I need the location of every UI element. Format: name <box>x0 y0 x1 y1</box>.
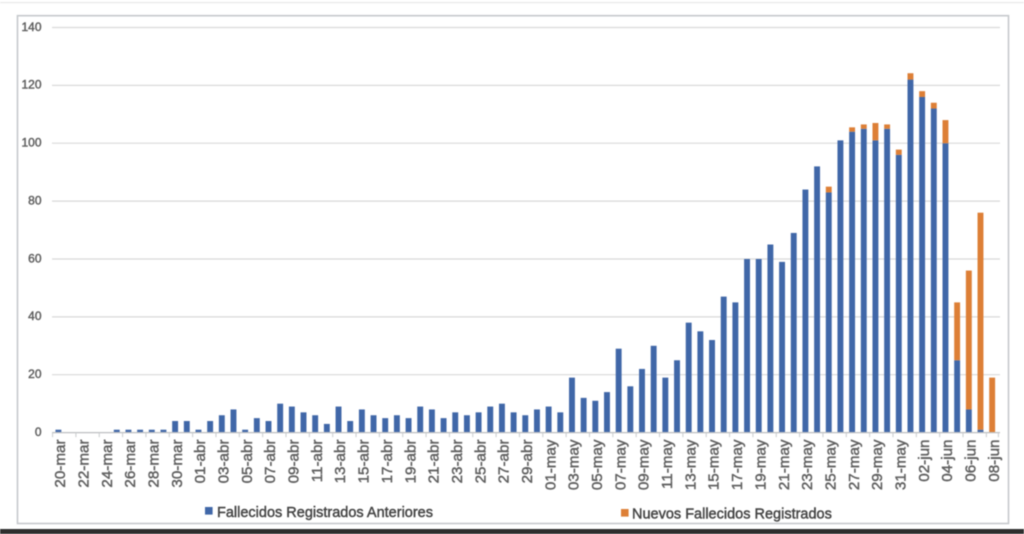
svg-text:60: 60 <box>28 251 42 265</box>
svg-text:11-may: 11-may <box>659 439 676 489</box>
svg-text:04-jun: 04-jun <box>939 440 956 482</box>
svg-text:0: 0 <box>35 425 42 439</box>
svg-text:01-abr: 01-abr <box>192 440 209 484</box>
svg-text:15-abr: 15-abr <box>356 440 373 484</box>
svg-text:17-may: 17-may <box>729 439 746 490</box>
svg-text:15-may: 15-may <box>706 439 723 490</box>
svg-text:05-may: 05-may <box>589 439 606 490</box>
svg-text:13-abr: 13-abr <box>332 440 349 484</box>
svg-text:13-may: 13-may <box>682 439 699 490</box>
svg-text:140: 140 <box>21 20 41 34</box>
svg-text:21-abr: 21-abr <box>426 440 443 484</box>
svg-text:06-jun: 06-jun <box>963 440 980 482</box>
svg-text:120: 120 <box>21 78 41 92</box>
svg-text:07-may: 07-may <box>612 439 629 490</box>
svg-text:05-abr: 05-abr <box>239 440 256 484</box>
svg-text:29-may: 29-may <box>869 439 886 490</box>
svg-text:08-jun: 08-jun <box>986 440 1003 482</box>
svg-text:02-jun: 02-jun <box>916 440 933 482</box>
svg-text:21-may: 21-may <box>776 439 793 490</box>
svg-text:07-abr: 07-abr <box>262 440 279 484</box>
svg-text:25-may: 25-may <box>822 439 839 490</box>
svg-text:100: 100 <box>21 136 41 150</box>
svg-text:27-abr: 27-abr <box>496 440 513 484</box>
svg-text:11-abr: 11-abr <box>309 440 326 483</box>
svg-text:80: 80 <box>28 193 42 207</box>
svg-text:40: 40 <box>28 309 42 323</box>
svg-text:22-mar: 22-mar <box>75 440 92 488</box>
svg-text:30-mar: 30-mar <box>169 440 186 488</box>
svg-text:26-mar: 26-mar <box>122 440 139 488</box>
svg-text:29-abr: 29-abr <box>519 440 536 484</box>
svg-text:01-may: 01-may <box>542 439 559 490</box>
svg-text:20-mar: 20-mar <box>52 440 69 488</box>
svg-text:09-may: 09-may <box>636 439 653 490</box>
svg-text:31-may: 31-may <box>892 439 909 490</box>
svg-text:24-mar: 24-mar <box>99 440 116 488</box>
svg-text:28-mar: 28-mar <box>145 440 162 488</box>
svg-text:03-abr: 03-abr <box>216 440 233 484</box>
svg-text:27-may: 27-may <box>846 439 863 490</box>
svg-text:03-may: 03-may <box>566 439 583 490</box>
svg-text:17-abr: 17-abr <box>379 440 396 484</box>
svg-text:23-may: 23-may <box>799 439 816 490</box>
svg-text:09-abr: 09-abr <box>286 440 303 484</box>
svg-text:23-abr: 23-abr <box>449 440 466 484</box>
svg-text:Fallecidos Registrados Anterio: Fallecidos Registrados Anteriores <box>217 505 433 521</box>
svg-text:Nuevos Fallecidos Registrados: Nuevos Fallecidos Registrados <box>632 507 832 523</box>
svg-text:20: 20 <box>28 367 42 381</box>
svg-text:19-abr: 19-abr <box>402 440 419 484</box>
svg-text:19-may: 19-may <box>752 439 769 490</box>
svg-text:25-abr: 25-abr <box>472 440 489 484</box>
